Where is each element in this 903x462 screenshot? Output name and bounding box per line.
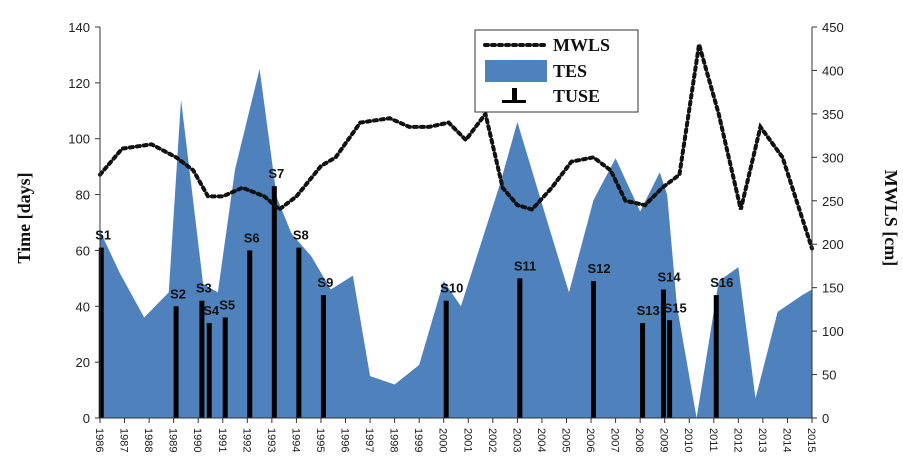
legend-tuse-swatch-bar [512, 88, 517, 102]
legend-label: MWLS [553, 35, 610, 55]
y-tick-label: 0 [83, 411, 90, 426]
mwls-line [98, 43, 814, 251]
x-tick-label: 2004 [535, 428, 547, 452]
y2-tick-label: 250 [822, 194, 844, 209]
x-tick-label: 2015 [805, 428, 817, 452]
tuse-bar [98, 247, 104, 418]
x-tick-label: 1986 [93, 428, 105, 452]
legend-tuse-swatch-base [502, 100, 526, 103]
tuse-bar [660, 289, 666, 418]
x-tick-label: 2002 [486, 428, 498, 452]
tuse-bar [443, 300, 449, 418]
x-tick-label: 2014 [780, 428, 792, 452]
x-tick-label: 2011 [707, 428, 719, 452]
x-tick-label: 1994 [289, 428, 301, 452]
tuse-label: S15 [664, 300, 687, 315]
y-tick-label: 40 [76, 299, 90, 314]
y2-tick-label: 350 [822, 107, 844, 122]
tuse-bar [247, 250, 253, 418]
x-tick-label: 1996 [339, 428, 351, 452]
x-tick-label: 1997 [363, 428, 375, 452]
x-tick-label: 2001 [461, 428, 473, 452]
y2-tick-label: 100 [822, 324, 844, 339]
plot-area: S1 S2 S3 S4 S5 S6 S7 S8 S9 S10 S11 S12 S13 S14 S15 S16 [95, 43, 814, 419]
tuse-bar [713, 295, 719, 418]
tuse-label: S14 [657, 270, 681, 285]
y2-tick-label: 0 [822, 411, 829, 426]
y-tick-label: 120 [68, 76, 90, 91]
tuse-bar [271, 186, 277, 418]
axes: 0 20 40 60 80 100 120 140 0 50 100 150 200 250 300 350 4… [68, 20, 843, 452]
y-tick-label: 100 [68, 132, 90, 147]
y-tick-label: 60 [76, 243, 90, 258]
x-tick-label: 2005 [559, 428, 571, 452]
x-tick-label: 1990 [191, 428, 203, 452]
tuse-bar [199, 300, 205, 418]
y2-tick-label: 50 [822, 368, 836, 383]
tuse-label: S11 [514, 258, 536, 273]
x-tick-label: 1999 [412, 428, 424, 452]
tuse-bar [590, 281, 596, 418]
tuse-label: S2 [170, 286, 186, 301]
x-tick-label: 2009 [658, 428, 670, 452]
tuse-label: S4 [203, 303, 220, 318]
tuse-label: S16 [710, 275, 733, 290]
tuse-label: S7 [268, 166, 284, 181]
y2-tick-label: 450 [822, 20, 844, 35]
tuse-bar [640, 323, 646, 418]
x-tick-label: 1993 [265, 428, 277, 452]
y2-tick-label: 400 [822, 63, 844, 78]
x-tick-label: 2008 [633, 428, 645, 452]
tuse-bar [173, 306, 179, 418]
tuse-label: S12 [587, 261, 610, 276]
x-tick-label: 1998 [388, 428, 400, 452]
tuse-label: S5 [219, 297, 235, 312]
y2-axis-title: MWLS [cm] [881, 170, 901, 266]
legend-label: TUSE [553, 86, 600, 106]
tuse-bar [206, 323, 212, 418]
y-tick-label: 140 [68, 20, 90, 35]
x-tick-label: 1991 [216, 428, 228, 452]
tuse-bar [517, 278, 523, 418]
tuse-bar [296, 247, 302, 418]
x-tick-label: 1988 [142, 428, 154, 452]
y-axis-title: Time [days] [14, 172, 34, 263]
y-tick-label: 20 [76, 355, 90, 370]
tuse-label: S9 [317, 275, 333, 290]
tes-area [100, 68, 812, 419]
tuse-label: S13 [637, 303, 660, 318]
legend: MWLS TES TUSE [474, 29, 639, 113]
y2-tick-label: 200 [822, 237, 844, 252]
tuse-bar [222, 317, 228, 418]
tuse-bar [667, 320, 673, 418]
tuse-label: S3 [196, 281, 212, 296]
tuse-label: S1 [95, 228, 111, 243]
x-tick-label: 2013 [756, 428, 768, 452]
x-tick-label: 1989 [167, 428, 179, 452]
tuse-bar [320, 295, 326, 418]
x-tick-label: 2010 [682, 428, 694, 452]
x-tick-label: 2012 [731, 428, 743, 452]
y2-tick-label: 150 [822, 281, 844, 296]
tuse-label: S10 [440, 281, 463, 296]
x-tick-label: 1987 [118, 428, 130, 452]
x-tick-label: 2003 [510, 428, 522, 452]
x-tick-label: 2006 [584, 428, 596, 452]
tuse-label: S8 [293, 228, 309, 243]
tuse-label: S6 [244, 230, 260, 245]
x-tick-label: 2000 [437, 428, 449, 452]
x-tick-label: 1992 [240, 428, 252, 452]
x-tick-label: 1995 [314, 428, 326, 452]
x-tick-label: 2007 [609, 428, 621, 452]
legend-tes-swatch [485, 60, 547, 82]
y-tick-label: 80 [76, 188, 90, 203]
legend-label: TES [553, 61, 587, 81]
y2-tick-label: 300 [822, 150, 844, 165]
